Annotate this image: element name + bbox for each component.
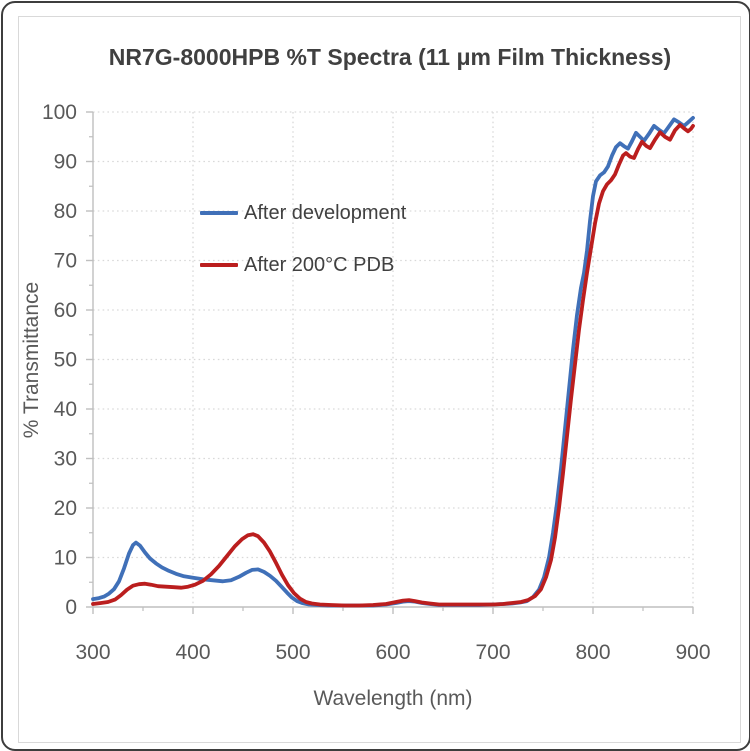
- x-tick-label: 800: [575, 641, 610, 664]
- y-tick-label: 50: [54, 349, 77, 372]
- y-tick-label: 10: [54, 547, 77, 570]
- x-tick-label: 600: [375, 641, 410, 664]
- y-tick-label: 40: [54, 398, 77, 421]
- legend-label-series1: After development: [244, 201, 407, 224]
- legend-item-after-development: After development: [200, 200, 406, 226]
- y-tick-label: 60: [54, 299, 77, 322]
- x-tick-label: 300: [75, 641, 110, 664]
- x-tick-label: 400: [175, 641, 210, 664]
- legend-item-after-200c-pdb: After 200°C PDB: [200, 252, 406, 278]
- y-tick-label: 0: [65, 596, 77, 619]
- y-tick-label: 30: [54, 448, 77, 471]
- series-line-after-200c-pdb: [91, 123, 695, 608]
- y-tick-label: 70: [54, 250, 77, 273]
- legend-label-series2: After 200°C PDB: [244, 253, 395, 276]
- chart-title: NR7G-8000HPB %T Spectra (11 μm Film Thic…: [108, 44, 672, 70]
- legend-line-sample-series1: [200, 211, 238, 215]
- x-tick-label: 700: [475, 641, 510, 664]
- x-tick-label: 900: [675, 641, 710, 664]
- x-tick-label: 500: [275, 641, 310, 664]
- legend: After development After 200°C PDB: [200, 200, 406, 304]
- y-tick-label: 20: [54, 497, 77, 520]
- y-tick-label: 80: [54, 200, 77, 223]
- y-tick-label: 90: [54, 151, 77, 174]
- legend-line-sample-series2: [200, 263, 238, 267]
- chart-area-border: [18, 16, 741, 743]
- y-tick-label: 100: [42, 101, 77, 124]
- x-axis-title: Wavelength (nm): [313, 687, 473, 710]
